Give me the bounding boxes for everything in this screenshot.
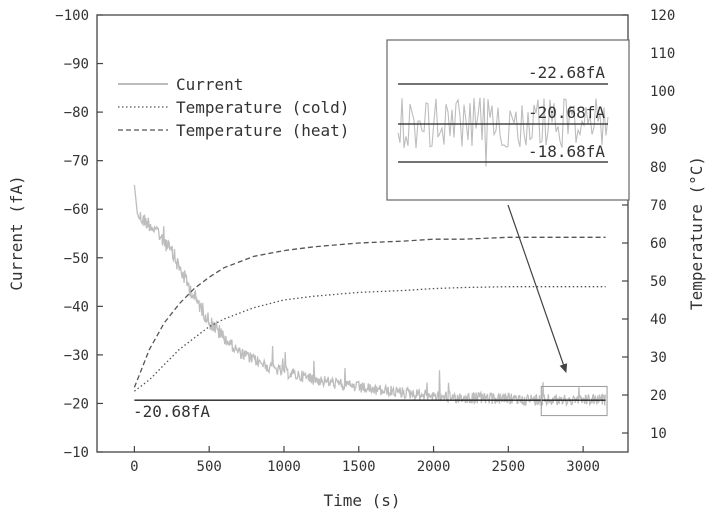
left-tick-label: −50 (64, 251, 89, 267)
series-temperature-heat-line (133, 236, 606, 388)
left-axis-ticks: −100 −90 −80 −70 −60 −50 −40 −30 −20 −10 (55, 8, 103, 461)
right-tick-label: 30 (650, 350, 667, 366)
left-tick-label: −90 (64, 57, 89, 73)
legend-label-temperature-cold: Temperature (cold) (176, 98, 349, 117)
left-tick-label: −40 (64, 299, 89, 315)
inset-current-trace (397, 97, 609, 167)
left-axis-title: Current (fA) (7, 175, 26, 291)
inset-panel: -22.68fA -20.68fA -18.68fA (386, 39, 630, 201)
x-tick-label: 2000 (417, 459, 451, 475)
right-tick-label: 50 (650, 274, 667, 290)
left-tick-label: −30 (64, 348, 89, 364)
left-tick-label: −80 (64, 105, 89, 121)
series-current-line (133, 184, 606, 407)
left-tick-label: −10 (64, 445, 89, 461)
legend: Current Temperature (cold) Temperature (… (118, 75, 349, 140)
right-tick-label: 90 (650, 122, 667, 138)
x-tick-label: 500 (197, 459, 222, 475)
legend-label-current: Current (176, 75, 243, 94)
right-tick-label: 40 (650, 312, 667, 328)
left-tick-label: −20 (64, 396, 89, 412)
right-axis-title: Temperature (°C) (687, 156, 706, 310)
left-tick-label: −70 (64, 154, 89, 170)
right-tick-label: 60 (650, 236, 667, 252)
x-tick-label: 3000 (566, 459, 600, 475)
right-axis-ticks: 10 20 30 40 50 60 70 80 90 100 110 120 (622, 8, 675, 442)
x-tick-label: 2500 (491, 459, 525, 475)
right-tick-label: 100 (650, 84, 675, 100)
inset-label-lower: -18.68fA (528, 142, 605, 161)
right-tick-label: 80 (650, 160, 667, 176)
x-tick-label: 1500 (342, 459, 376, 475)
legend-label-temperature-heat: Temperature (heat) (176, 121, 349, 140)
right-tick-label: 110 (650, 46, 675, 62)
left-tick-label: −100 (55, 8, 89, 24)
x-tick-label: 0 (130, 459, 138, 475)
inset-label-mean: -20.68fA (528, 103, 605, 122)
zoom-region-box (540, 385, 608, 417)
left-tick-label: −60 (64, 202, 89, 218)
right-tick-label: 120 (650, 8, 675, 24)
x-tick-label: 1000 (267, 459, 301, 475)
zoom-arrow (507, 204, 568, 373)
x-axis-ticks: 0 500 1000 1500 2000 2500 3000 (130, 446, 600, 475)
inset-label-upper: -22.68fA (528, 63, 605, 82)
reference-line-label: -20.68fA (133, 402, 210, 421)
right-tick-label: 20 (650, 388, 667, 404)
right-tick-label: 10 (650, 426, 667, 442)
right-tick-label: 70 (650, 198, 667, 214)
x-axis-title: Time (s) (323, 491, 400, 510)
